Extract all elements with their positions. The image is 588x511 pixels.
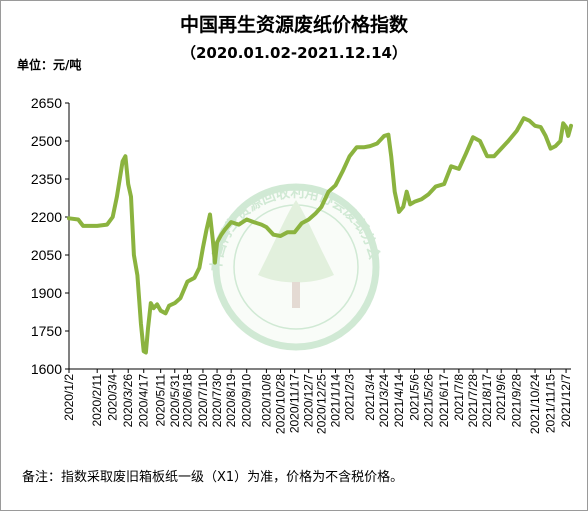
x-tick-label: 2021/1/14 xyxy=(329,374,343,428)
x-tick-label: 2020/8/19 xyxy=(224,374,238,428)
chart-title: 中国再生资源废纸价格指数 xyxy=(179,14,408,36)
x-tick-label: 2021/2/3 xyxy=(343,374,357,421)
x-tick-label: 2020/10/28 xyxy=(274,374,288,434)
y-tick-label: 1600 xyxy=(31,361,62,377)
x-tick-label: 2021/4/14 xyxy=(392,374,406,428)
watermark-tree xyxy=(258,200,334,283)
x-tick-label: 2021/11/15 xyxy=(544,374,558,433)
x-tick-label: 2020/7/10 xyxy=(196,374,210,428)
x-tick-label: 2021/9/28 xyxy=(510,374,524,428)
x-tick-label: 2021/5/6 xyxy=(407,374,421,421)
y-tick-label: 1750 xyxy=(31,323,62,339)
x-tick-label: 2021/12/7 xyxy=(559,374,573,428)
watermark-ring xyxy=(212,183,380,351)
x-tick-label: 2020/9/10 xyxy=(240,374,254,428)
x-tick-label: 2020/6/18 xyxy=(180,374,194,428)
x-tick-label: 2021/3/24 xyxy=(377,374,391,428)
x-tick-label: 2020/12/7 xyxy=(302,374,316,428)
axes: 1600 1750 1900 2050 2200 2350 2500 2650 2020/1/2… xyxy=(31,95,573,434)
x-tick-label: 2020/10/8 xyxy=(259,374,273,428)
series-line xyxy=(67,116,573,355)
x-tick-label: 2020/3/26 xyxy=(121,374,135,428)
x-tick-label: 2020/11/17 xyxy=(288,374,302,433)
price-index-chart: 中国再生资源回收利用协会废纸分会 1600 1750 1900 2050 2200 235… xyxy=(31,95,573,434)
y-tick-label: 2200 xyxy=(31,209,62,225)
unit-label: 单位：元/吨 xyxy=(17,58,82,72)
y-tick-label: 2650 xyxy=(31,95,62,111)
watermark-logo: 中国再生资源回收利用协会废纸分会 xyxy=(208,183,383,351)
x-tick-label: 2021/7/28 xyxy=(466,374,480,428)
x-tick-label: 2020/5/11 xyxy=(154,374,168,427)
x-tick-label: 2020/5/31 xyxy=(168,374,182,428)
x-tick-label: 2021/9/6 xyxy=(494,374,508,421)
x-tick-label: 2021/8/17 xyxy=(480,374,494,428)
x-tick-label: 2020/7/30 xyxy=(210,374,224,428)
x-tick-label: 2021/7/8 xyxy=(452,374,466,421)
x-tick-label: 2020/2/11 xyxy=(90,374,104,427)
x-tick-label: 2021/3/4 xyxy=(363,374,377,421)
chart-subtitle: （2020.01.02-2021.12.14） xyxy=(180,44,407,62)
x-tick-label: 2021/10/24 xyxy=(528,374,542,434)
x-tick-label: 2020/1/2 xyxy=(62,374,76,421)
watermark-inner-ring xyxy=(233,204,359,330)
y-tick-label: 2500 xyxy=(31,133,62,149)
x-tick-label: 2021/6/17 xyxy=(437,374,451,428)
x-tick-label: 2020/12/25 xyxy=(314,374,328,434)
y-tick-label: 1900 xyxy=(31,285,62,301)
x-tick-label: 2021/5/26 xyxy=(422,374,436,428)
x-tick-label: 2020/4/17 xyxy=(137,374,151,428)
watermark-trunk xyxy=(292,282,300,308)
y-tick-label: 2050 xyxy=(31,247,62,263)
x-tick-label: 2020/3/4 xyxy=(106,374,120,421)
y-tick-label: 2350 xyxy=(31,171,62,187)
footnote: 备注：指数采取废旧箱板纸一级（X1）为准，价格为不含税价格。 xyxy=(22,470,404,485)
